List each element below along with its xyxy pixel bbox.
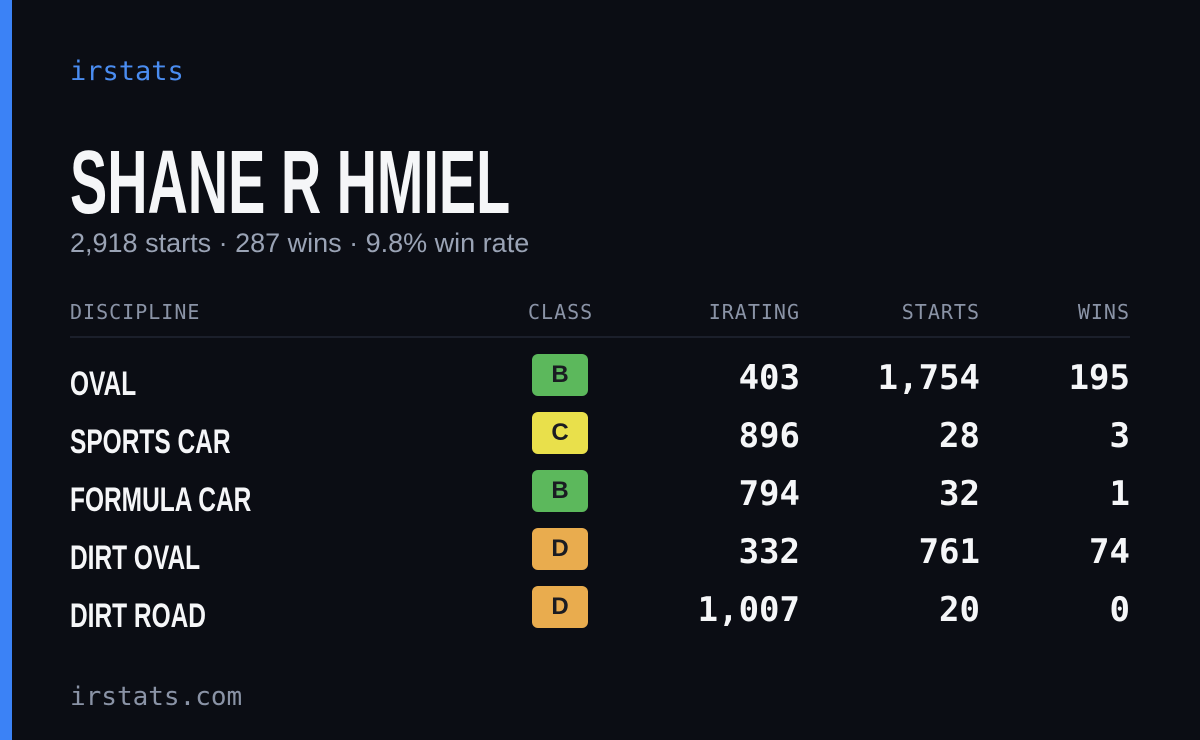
column-header: IRATING bbox=[708, 300, 800, 324]
header-rule bbox=[70, 336, 1130, 338]
wins: 3 bbox=[1109, 416, 1130, 456]
driver-name: SHANE R HMIEL bbox=[70, 133, 511, 233]
accent-bar bbox=[0, 0, 12, 740]
starts: 28 bbox=[939, 416, 980, 456]
starts: 761 bbox=[918, 532, 980, 572]
class-badge: D bbox=[532, 528, 588, 570]
class-badge: B bbox=[532, 470, 588, 512]
footer: irstats.com bbox=[70, 682, 243, 712]
discipline: FORMULA CAR bbox=[70, 481, 252, 519]
driver-summary: 2,918 starts · 287 wins · 9.8% win rate bbox=[70, 228, 530, 258]
wins: 195 bbox=[1068, 358, 1130, 398]
discipline: OVAL bbox=[70, 365, 137, 403]
brand: irstats bbox=[70, 56, 184, 87]
class-badge: B bbox=[532, 354, 588, 396]
irating: 1,007 bbox=[697, 590, 800, 630]
irating: 403 bbox=[738, 358, 800, 398]
column-header: CLASS bbox=[528, 300, 594, 324]
wins: 74 bbox=[1089, 532, 1130, 572]
column-header: DISCIPLINE bbox=[70, 300, 201, 324]
discipline: SPORTS CAR bbox=[70, 423, 231, 461]
irating: 794 bbox=[738, 474, 800, 514]
class-badge: D bbox=[532, 586, 588, 628]
irating: 332 bbox=[738, 532, 800, 572]
starts: 1,754 bbox=[877, 358, 980, 398]
discipline: DIRT ROAD bbox=[70, 597, 207, 635]
starts: 32 bbox=[939, 474, 980, 514]
column-header: WINS bbox=[1077, 300, 1130, 324]
discipline: DIRT OVAL bbox=[70, 539, 201, 577]
wins: 0 bbox=[1109, 590, 1130, 630]
class-badge: C bbox=[532, 412, 588, 454]
irating: 896 bbox=[738, 416, 800, 456]
column-header: STARTS bbox=[901, 300, 980, 324]
wins: 1 bbox=[1109, 474, 1130, 514]
starts: 20 bbox=[939, 590, 980, 630]
